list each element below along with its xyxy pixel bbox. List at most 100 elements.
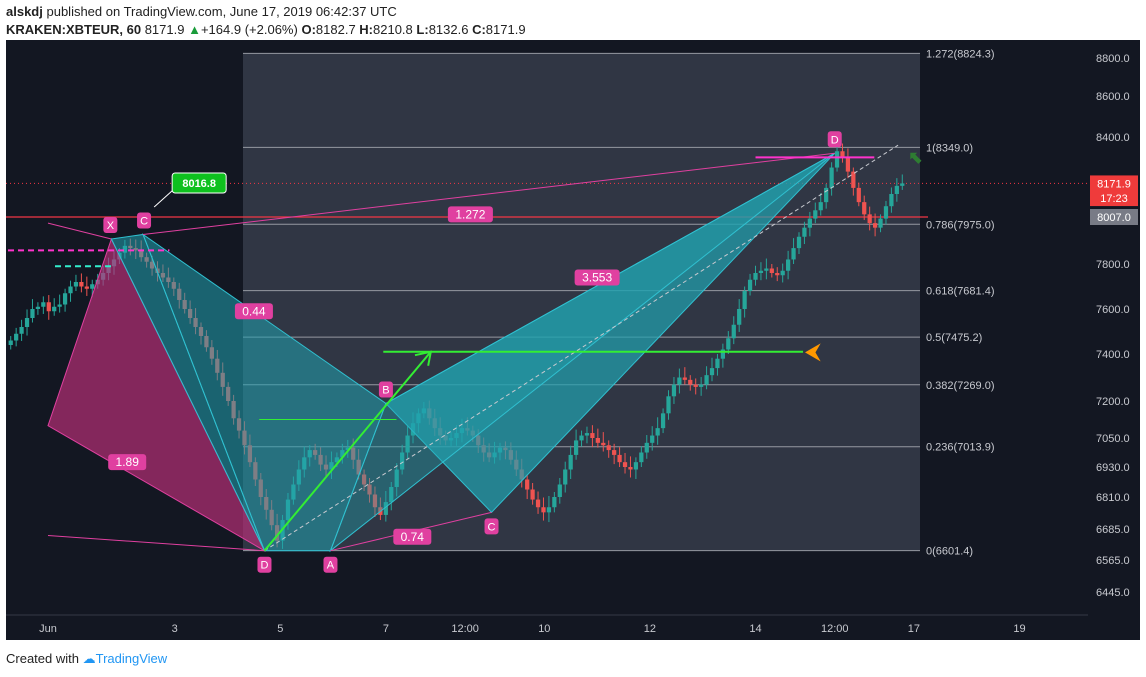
candle-body (525, 479, 530, 490)
point-label: D (831, 134, 839, 146)
fib-label: 0.5(7475.2) (926, 332, 982, 344)
time-axis[interactable]: Jun 3 5 7 12:00 10 12 14 12:00 17 19 (6, 614, 1088, 635)
ohlc-line: KRAKEN:XBTEUR, 60 8171.9 ▲+164.9 (+2.06%… (6, 21, 1136, 39)
candle-body (633, 462, 639, 470)
candle-body (628, 467, 633, 470)
candle-body (530, 489, 535, 500)
x-tick-label: 12:00 (451, 623, 479, 635)
y-tick-label: 7800.0 (1096, 259, 1130, 271)
last-price: 8171.9 (144, 22, 185, 37)
candle-body (601, 442, 606, 446)
candle-body (79, 282, 84, 287)
point-label-bg (323, 556, 338, 573)
y-tick-label: 6810.0 (1096, 492, 1130, 504)
callout-pointer (153, 188, 175, 208)
candle-body (46, 302, 51, 312)
y-tick-label: 8400.0 (1096, 132, 1130, 144)
y-tick-label: 7200.0 (1096, 396, 1130, 408)
ratio-label-bg (108, 454, 147, 471)
candle-body (813, 210, 818, 219)
price-chart[interactable]: 1.272(8824.3) 1(8349.0) 0.786(7975.0) 0.618… (0, 40, 1146, 645)
candle-body (394, 469, 399, 487)
candle-body (791, 248, 796, 260)
green-arrow-icon: ⬉ (909, 147, 924, 168)
tradingview-brand[interactable]: TradingView (95, 651, 168, 666)
candle-body (726, 338, 731, 350)
candle-body (883, 206, 889, 219)
candle-body (62, 293, 68, 305)
price-axis[interactable]: 8800.0 8600.0 8400.0 8007.0 7800.0 7600.0 7400… (1090, 53, 1138, 599)
candle-body (731, 324, 736, 339)
pattern-labels: X C D A B C D 1.89 0.44 3.553 1.272 0.74 8016.8 (103, 131, 842, 573)
fib-label: 0.786(7975.0) (926, 219, 995, 231)
price-label-bg (1090, 175, 1138, 192)
published-text: published on TradingView.com, June 17, 2… (46, 4, 397, 19)
candle-body (383, 502, 388, 515)
publish-line: alskdj published on TradingView.com, Jun… (6, 3, 1136, 21)
candle-body (573, 440, 579, 455)
fib-label: 0.236(7013.9) (926, 442, 995, 454)
price-label: 8007.0 (1097, 212, 1131, 224)
point-label: D (261, 560, 269, 572)
candle-body (856, 187, 861, 203)
x-tick-label: 12 (644, 623, 656, 635)
candle-body (807, 218, 812, 228)
fib-label: 1.272(8824.3) (926, 48, 995, 60)
candle-body (405, 435, 410, 453)
fib-label: 0.382(7269.0) (926, 380, 995, 392)
candle-body (606, 445, 611, 451)
x-tick-label: 12:00 (821, 623, 849, 635)
candle-body (894, 185, 899, 194)
x-tick-label: Jun (39, 623, 57, 635)
low-value: 8132.6 (428, 22, 469, 37)
close-value: 8171.9 (485, 22, 526, 37)
candle-body (8, 340, 13, 345)
x-tick-label: 19 (1013, 623, 1025, 635)
candle-body (867, 214, 872, 224)
open-label: O: (301, 22, 316, 37)
candle-body (595, 438, 600, 443)
candle-body (590, 433, 595, 438)
point-label-bg (484, 518, 499, 535)
created-with-text: Created with (6, 651, 79, 666)
point-label: C (140, 215, 148, 227)
candle-body (568, 454, 573, 470)
projection-dashed-line (264, 144, 899, 552)
ratio-label: 1.89 (116, 455, 140, 469)
price-label-bg (1090, 209, 1138, 225)
footer: Created with ☁TradingView (6, 651, 167, 667)
price-label: 17:23 (1100, 193, 1128, 205)
y-tick-label: 6930.0 (1096, 462, 1130, 474)
candle-body (802, 227, 807, 237)
point-label-bg (827, 131, 842, 148)
candle-body (541, 507, 546, 513)
point-label: B (382, 384, 389, 396)
chart-header: alskdj published on TradingView.com, Jun… (6, 3, 1136, 43)
candle-body (829, 167, 834, 188)
point-label: X (107, 220, 115, 232)
low-label: L: (416, 22, 429, 37)
fib-lines: 1.272(8824.3) 1(8349.0) 0.786(7975.0) 0.618… (6, 48, 1088, 558)
candle-body (677, 377, 682, 385)
point-label-bg (378, 381, 393, 398)
fib-label: 0(6601.4) (926, 546, 973, 558)
candle-body (851, 171, 856, 188)
candle-body (671, 384, 677, 397)
price-scale-background (1088, 40, 1140, 640)
candle-body (584, 433, 590, 436)
y-tick-label: 8800.0 (1096, 53, 1130, 65)
candle-body (693, 384, 698, 387)
author-name[interactable]: alskdj (6, 4, 43, 19)
candle-body (563, 469, 568, 485)
candle-body (84, 286, 89, 289)
x-tick-label: 17 (908, 623, 920, 635)
green-arrow-line (263, 351, 432, 552)
candle-body (557, 484, 562, 497)
candle-body (14, 333, 19, 341)
candle-body (35, 306, 41, 309)
harmonic-patterns[interactable]: ⮜⬉ (8, 144, 924, 553)
y-tick-label: 7400.0 (1096, 349, 1130, 361)
candle-body (90, 284, 95, 289)
y-tick-label: 6445.0 (1096, 587, 1130, 599)
candle-body (367, 484, 372, 495)
